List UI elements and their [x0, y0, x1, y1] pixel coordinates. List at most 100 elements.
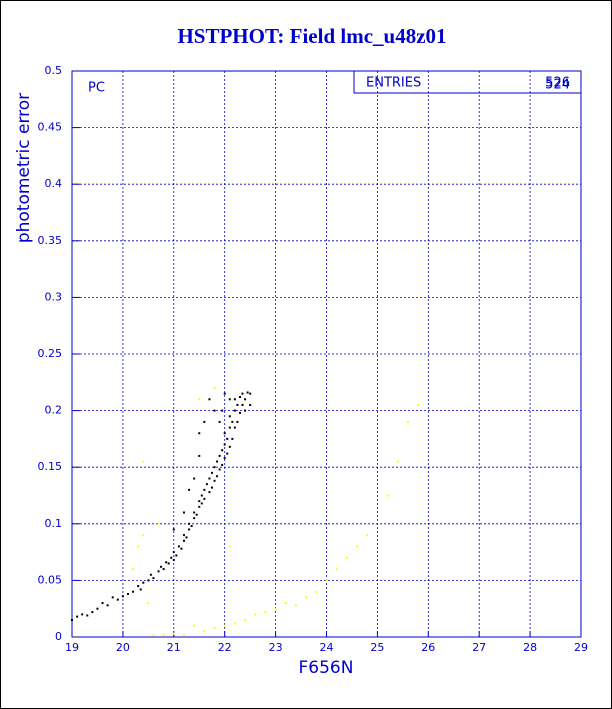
point [325, 579, 328, 582]
point [116, 598, 119, 601]
point [139, 588, 142, 591]
point [223, 432, 226, 435]
point [228, 545, 231, 548]
point [137, 585, 140, 588]
point [81, 613, 84, 616]
x-tick-label: 22 [218, 641, 232, 654]
point [236, 403, 239, 406]
point [203, 497, 206, 500]
point [226, 437, 229, 440]
point [213, 479, 216, 482]
point [236, 420, 239, 423]
point [101, 602, 104, 605]
point [167, 562, 170, 565]
point [106, 604, 109, 607]
point [203, 488, 206, 491]
point [200, 502, 203, 505]
point [244, 409, 247, 412]
y-axis-label: photometric error [14, 93, 34, 243]
point [218, 468, 221, 471]
point [193, 517, 196, 520]
x-tick-label: 21 [167, 641, 181, 654]
point [198, 505, 201, 508]
point [228, 445, 231, 448]
stats-label: ENTRIES [366, 76, 421, 91]
point [142, 581, 145, 584]
point [96, 607, 99, 610]
point [165, 561, 168, 564]
point [210, 471, 213, 474]
x-tick-label: 24 [320, 641, 334, 654]
point [121, 595, 124, 598]
point [233, 409, 236, 412]
point [190, 525, 193, 528]
point [172, 632, 175, 635]
y-tick-label: 0.45 [38, 121, 63, 134]
x-tick-label: 26 [421, 641, 435, 654]
point [111, 596, 114, 599]
point [198, 454, 201, 457]
point [198, 500, 201, 503]
point [193, 624, 196, 627]
point [175, 554, 178, 557]
stats-value: 524 [545, 78, 570, 93]
point [188, 528, 191, 531]
point [182, 539, 185, 542]
point [132, 590, 135, 593]
point [86, 614, 89, 617]
point [221, 449, 224, 452]
y-tick-label: 0.2 [45, 404, 63, 417]
point [152, 633, 155, 636]
point [241, 392, 244, 395]
point [213, 466, 216, 469]
point [193, 511, 196, 514]
y-tick-label: 0.35 [38, 234, 63, 247]
point [157, 522, 160, 525]
point [335, 568, 338, 571]
point [406, 420, 409, 423]
y-tick-label: 0.15 [38, 460, 63, 473]
point [213, 626, 216, 629]
point [345, 556, 348, 559]
point [417, 403, 420, 406]
point [231, 420, 234, 423]
point [226, 452, 229, 455]
point [188, 488, 191, 491]
point [233, 398, 236, 401]
point [249, 403, 252, 406]
point [198, 432, 201, 435]
point [91, 611, 94, 614]
point [223, 443, 226, 446]
point [244, 398, 247, 401]
point [142, 534, 145, 537]
y-tick-label: 0.1 [45, 517, 63, 530]
x-tick-label: 29 [574, 641, 588, 654]
point [205, 483, 208, 486]
x-tick-label: 20 [116, 641, 130, 654]
point [213, 386, 216, 389]
point [208, 398, 211, 401]
point [147, 579, 150, 582]
point [195, 513, 198, 516]
point [238, 411, 241, 414]
point [185, 536, 188, 539]
point [170, 556, 173, 559]
chart-title: HSTPHOT: Field lmc_u48z01 [177, 24, 446, 48]
x-tick-label: 23 [269, 641, 283, 654]
point [223, 457, 226, 460]
point [198, 398, 201, 401]
point [221, 463, 224, 466]
point [244, 619, 247, 622]
plot-border [71, 70, 582, 638]
point [241, 403, 244, 406]
point [162, 633, 165, 636]
point [177, 545, 180, 548]
point [233, 426, 236, 429]
point [149, 573, 152, 576]
point [228, 415, 231, 418]
point [180, 547, 183, 550]
point [223, 392, 226, 395]
point [172, 559, 175, 562]
